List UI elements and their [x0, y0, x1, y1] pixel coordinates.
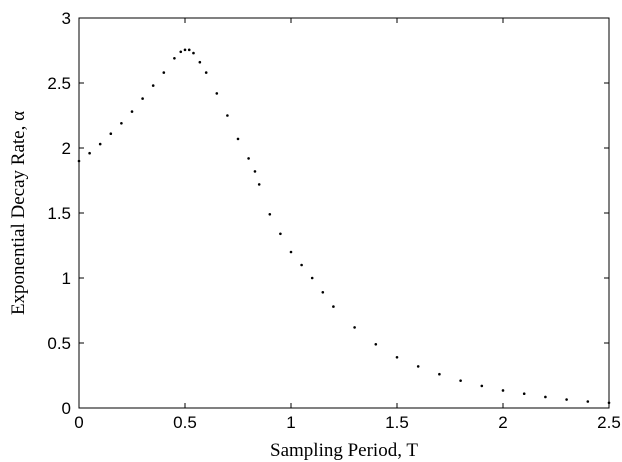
y-tick-label: 2.5 — [47, 74, 71, 93]
data-point — [192, 51, 195, 55]
x-tick-label: 2.5 — [597, 413, 621, 432]
data-point — [204, 71, 208, 74]
y-tick-label: 2 — [62, 139, 71, 158]
data-point — [332, 305, 335, 308]
data-point — [130, 110, 134, 113]
data-point — [253, 170, 257, 173]
data-point — [247, 157, 250, 160]
data-point — [586, 400, 590, 403]
x-tick-label: 0.5 — [173, 413, 197, 432]
data-point — [480, 384, 484, 388]
data-point — [565, 398, 568, 401]
x-tick-label: 0 — [74, 413, 83, 432]
y-axis-title: Exponential Decay Rate, α — [8, 111, 29, 315]
y-tick-label: 0 — [62, 399, 71, 418]
data-point — [257, 183, 261, 186]
data-point — [226, 114, 229, 117]
data-point — [395, 356, 399, 359]
axis-ticks: 0 0.5 1 1.5 2 2.5 0 0.5 1 1.5 2 2.5 3 — [47, 9, 620, 432]
data-point — [120, 122, 123, 125]
data-point — [198, 60, 202, 64]
data-point — [268, 213, 272, 216]
data-point — [215, 92, 219, 95]
data-point — [88, 151, 91, 155]
data-point — [77, 159, 81, 163]
y-tick-label: 0.5 — [47, 334, 71, 353]
data-point — [353, 326, 356, 329]
data-point — [162, 71, 166, 74]
data-point — [151, 84, 155, 87]
data-point — [416, 365, 420, 368]
data-point — [179, 50, 183, 54]
data-point — [183, 48, 187, 52]
data-point — [459, 379, 462, 383]
data-point — [522, 392, 526, 396]
x-tick-label: 1 — [286, 413, 295, 432]
data-point — [300, 263, 303, 267]
data-point — [187, 48, 191, 52]
data-point — [173, 57, 176, 60]
data-point — [501, 389, 505, 392]
data-point — [109, 132, 113, 135]
y-tick-label: 1 — [62, 269, 71, 288]
data-point — [310, 276, 314, 280]
x-axis-title: Sampling Period, T — [270, 440, 418, 461]
x-tick-label: 1.5 — [385, 413, 409, 432]
y-tick-label: 1.5 — [47, 204, 71, 223]
data-point — [141, 97, 144, 100]
plot-area — [78, 17, 610, 409]
data-point — [438, 372, 441, 376]
data-point — [236, 137, 240, 141]
data-point — [98, 142, 102, 146]
data-point — [279, 232, 282, 236]
data-point — [607, 401, 611, 405]
y-tick-label: 3 — [62, 9, 71, 28]
data-point — [544, 395, 547, 399]
data-point — [289, 250, 293, 254]
data-points — [77, 48, 611, 405]
x-tick-label: 2 — [498, 413, 507, 432]
data-point — [374, 343, 378, 346]
data-point — [321, 291, 325, 294]
